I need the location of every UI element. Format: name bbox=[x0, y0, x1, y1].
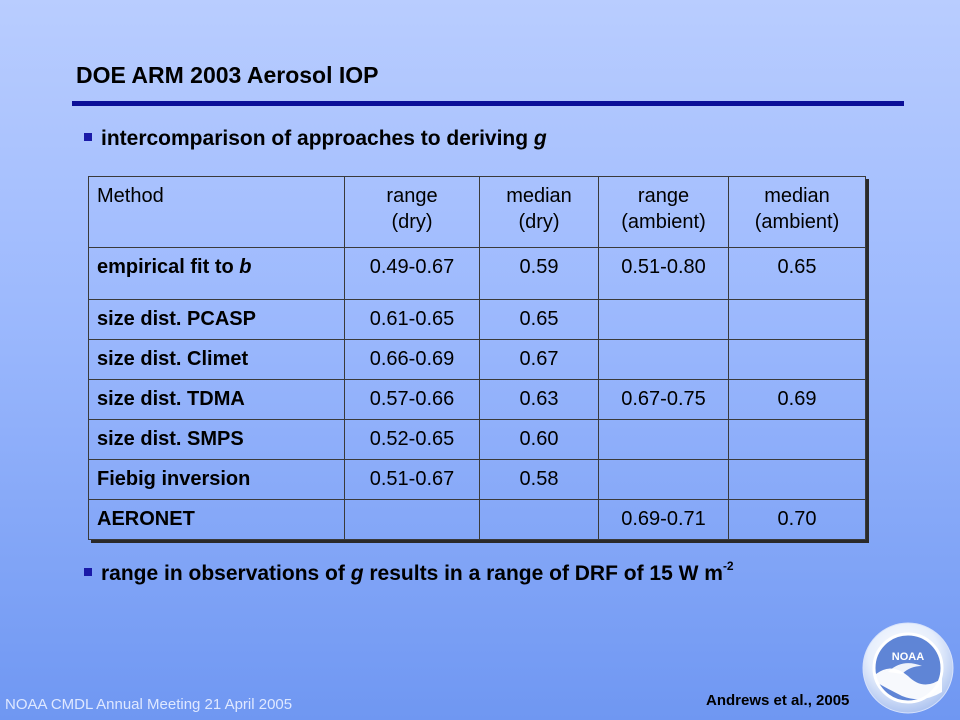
cell-method: size dist. Climet bbox=[88, 339, 345, 380]
cell-median-ambient: 0.70 bbox=[728, 499, 866, 540]
table-row: size dist. TDMA 0.57-0.66 0.63 0.67-0.75… bbox=[88, 379, 866, 420]
cell-range-dry: 0.66-0.69 bbox=[344, 339, 480, 380]
cell-median-dry: 0.67 bbox=[479, 339, 599, 380]
cell-median-ambient bbox=[728, 299, 866, 340]
cell-median-ambient: 0.65 bbox=[728, 247, 866, 300]
cell-range-ambient: 0.69-0.71 bbox=[598, 499, 729, 540]
cell-median-dry: 0.58 bbox=[479, 459, 599, 500]
header-range-ambient: range (ambient) bbox=[598, 176, 729, 248]
bullet-range-observations: range in observations of g results in a … bbox=[84, 559, 734, 586]
cell-range-ambient bbox=[598, 419, 729, 460]
cell-median-dry: 0.63 bbox=[479, 379, 599, 420]
table-row: empirical fit to b 0.49-0.67 0.59 0.51-0… bbox=[88, 247, 866, 300]
cell-median-ambient bbox=[728, 339, 866, 380]
cell-range-ambient: 0.51-0.80 bbox=[598, 247, 729, 300]
cell-range-dry: 0.51-0.67 bbox=[344, 459, 480, 500]
bullet-2-superscript: -2 bbox=[722, 559, 734, 573]
table-row: size dist. PCASP 0.61-0.65 0.65 bbox=[88, 299, 866, 340]
bullet-1-italic-g: g bbox=[533, 127, 547, 150]
header-range-dry: range (dry) bbox=[344, 176, 480, 248]
table-row: size dist. SMPS 0.52-0.65 0.60 bbox=[88, 419, 866, 460]
cell-method: size dist. PCASP bbox=[88, 299, 345, 340]
bullet-2-text-post: results in a range of DRF of 15 W m bbox=[363, 562, 723, 585]
methods-table: Method range (dry) median (dry) range (ambi… bbox=[88, 176, 866, 540]
cell-range-dry bbox=[344, 499, 480, 540]
bullet-square-icon bbox=[84, 133, 92, 142]
cell-median-ambient bbox=[728, 459, 866, 500]
cell-median-dry bbox=[479, 499, 599, 540]
header-median-dry: median (dry) bbox=[479, 176, 599, 248]
cell-median-dry: 0.65 bbox=[479, 299, 599, 340]
table-header-row: Method range (dry) median (dry) range (ambi… bbox=[88, 176, 866, 248]
footer-text: NOAA CMDL Annual Meeting 21 April 2005 bbox=[5, 696, 293, 713]
cell-range-dry: 0.57-0.66 bbox=[344, 379, 480, 420]
table-row: size dist. Climet 0.66-0.69 0.67 bbox=[88, 339, 866, 380]
cell-range-ambient bbox=[598, 299, 729, 340]
cell-range-dry: 0.52-0.65 bbox=[344, 419, 480, 460]
table-row: Fiebig inversion 0.51-0.67 0.58 bbox=[88, 459, 866, 500]
cell-method: AERONET bbox=[88, 499, 345, 540]
cell-method: size dist. SMPS bbox=[88, 419, 345, 460]
bullet-intercomparison: intercomparison of approaches to derivin… bbox=[84, 127, 547, 151]
title-underline bbox=[72, 101, 904, 106]
cell-method: empirical fit to b bbox=[88, 247, 345, 300]
bullet-square-icon bbox=[84, 568, 92, 577]
cell-range-ambient bbox=[598, 339, 729, 380]
cell-median-dry: 0.59 bbox=[479, 247, 599, 300]
cell-range-ambient: 0.67-0.75 bbox=[598, 379, 729, 420]
cell-range-dry: 0.49-0.67 bbox=[344, 247, 480, 300]
slide-title: DOE ARM 2003 Aerosol IOP bbox=[76, 62, 379, 88]
noaa-logo-icon: NOAA bbox=[862, 622, 954, 714]
bullet-1-text: intercomparison of approaches to derivin… bbox=[101, 127, 534, 150]
header-median-ambient: median (ambient) bbox=[728, 176, 866, 248]
bullet-2-text-pre: range in observations of bbox=[101, 562, 351, 585]
cell-median-dry: 0.60 bbox=[479, 419, 599, 460]
cell-range-dry: 0.61-0.65 bbox=[344, 299, 480, 340]
table-row: AERONET 0.69-0.71 0.70 bbox=[88, 499, 866, 540]
noaa-logo-text: NOAA bbox=[892, 651, 924, 663]
header-method: Method bbox=[88, 176, 345, 248]
cell-median-ambient bbox=[728, 419, 866, 460]
cell-method: size dist. TDMA bbox=[88, 379, 345, 420]
bullet-2-italic-g: g bbox=[350, 562, 364, 585]
cell-range-ambient bbox=[598, 459, 729, 500]
citation: Andrews et al., 2005 bbox=[706, 692, 850, 709]
cell-method: Fiebig inversion bbox=[88, 459, 345, 500]
cell-median-ambient: 0.69 bbox=[728, 379, 866, 420]
